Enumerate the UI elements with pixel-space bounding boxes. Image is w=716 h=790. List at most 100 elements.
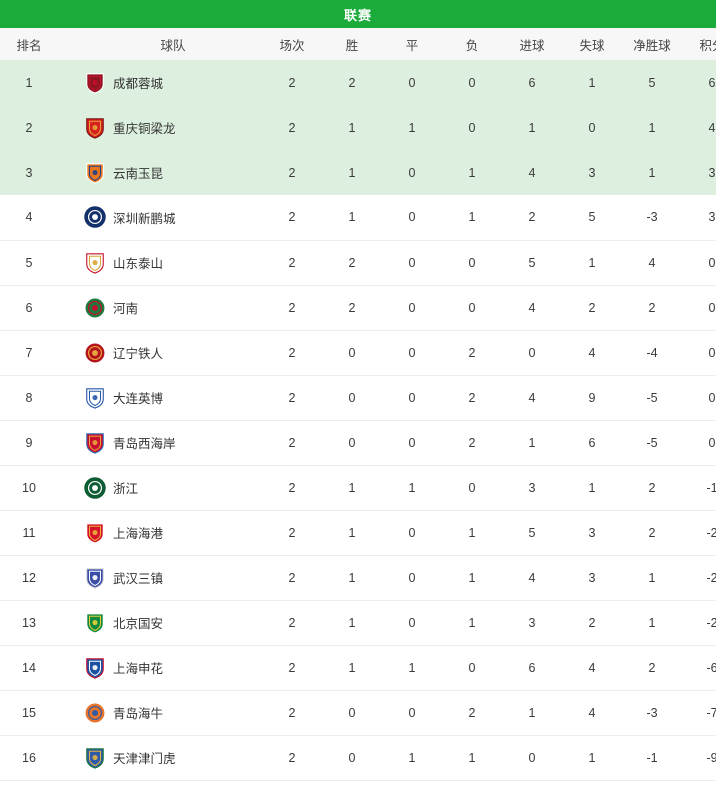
table-row[interactable]: 6 河南 2 2 0 0 4 2 2 0 (0, 285, 716, 330)
cell-draw: 1 (408, 750, 416, 765)
table-row[interactable]: 7 辽宁铁人 2 0 0 2 0 4 -4 0 (0, 330, 716, 375)
cell-goal-diff: -5 (646, 390, 658, 405)
cell-team[interactable]: 青岛西海岸 (58, 420, 262, 465)
cell-goals-for: 1 (528, 435, 536, 450)
cell-played: 2 (288, 345, 296, 360)
cell-points: 0 (708, 435, 716, 450)
cell-played: 2 (288, 255, 296, 270)
cell-team[interactable]: 天津津门虎 (58, 735, 262, 780)
column-header-win[interactable]: 胜 (345, 38, 359, 53)
table-row[interactable]: 10 浙江 2 1 1 0 3 1 2 -1 (0, 465, 716, 510)
cell-rank: 5 (25, 255, 33, 270)
column-header-team[interactable]: 球队 (160, 38, 186, 53)
column-header-goals-against[interactable]: 失球 (579, 38, 605, 53)
team-cell[interactable]: 青岛海牛 (84, 701, 262, 724)
widget-title-bar: 联赛 (0, 0, 716, 28)
team-cell[interactable]: 深圳新鹏城 (84, 206, 262, 228)
cell-win: 0 (348, 750, 356, 765)
table-row[interactable]: 1 成都蓉城 2 2 0 0 6 1 5 6 (0, 60, 716, 105)
column-header-played[interactable]: 场次 (279, 38, 305, 53)
cell-goal-diff: -3 (646, 705, 658, 720)
cell-team[interactable]: 北京国安 (58, 600, 262, 645)
table-row[interactable]: 14 上海申花 2 1 1 0 6 4 2 -6 (0, 645, 716, 690)
cell-rank: 4 (25, 210, 33, 225)
team-cell[interactable]: 青岛西海岸 (84, 432, 262, 454)
cell-team[interactable]: 辽宁铁人 (58, 330, 262, 375)
table-row[interactable]: 8 大连英博 2 0 0 2 4 9 -5 0 (0, 375, 716, 420)
team-cell[interactable]: 辽宁铁人 (84, 341, 262, 364)
table-row[interactable]: 13 北京国安 2 1 0 1 3 2 1 -2 (0, 600, 716, 645)
table-row[interactable]: 16 天津津门虎 2 0 1 1 0 1 -1 -9 (0, 735, 716, 780)
cell-goals-against: 4 (588, 660, 596, 675)
cell-win: 1 (348, 210, 356, 225)
cell-goals-against: 3 (588, 570, 596, 585)
cell-goals-against: 1 (588, 750, 596, 765)
team-cell[interactable]: 北京国安 (84, 612, 262, 634)
cell-goals-against: 3 (588, 165, 596, 180)
table-row[interactable]: 3 云南玉昆 2 1 0 1 4 3 1 3 (0, 150, 716, 195)
team-cell[interactable]: 上海海港 (84, 522, 262, 544)
team-cell[interactable]: 云南玉昆 (84, 162, 262, 184)
cell-played: 2 (288, 75, 296, 90)
cell-points: -9 (706, 750, 716, 765)
crest-chengdu-rongcheng (86, 72, 104, 94)
table-header-row: 排名 球队 场次 胜 平 负 进球 失球 净胜球 积分 (0, 28, 716, 60)
cell-rank: 13 (22, 615, 36, 630)
cell-goals-for: 4 (528, 300, 536, 315)
column-header-goal-diff[interactable]: 净胜球 (633, 38, 671, 53)
team-name: 深圳新鹏城 (113, 211, 176, 226)
cell-goals-against: 5 (588, 210, 596, 225)
team-cell[interactable]: 上海申花 (84, 657, 262, 679)
table-row[interactable]: 11 上海海港 2 1 0 1 5 3 2 -2 (0, 510, 716, 555)
cell-loss: 0 (468, 75, 476, 90)
cell-team[interactable]: 浙江 (58, 465, 262, 510)
cell-win: 1 (348, 615, 356, 630)
table-row[interactable]: 4 深圳新鹏城 2 1 0 1 2 5 -3 3 (0, 195, 716, 240)
crest-yunnan-yukun (86, 162, 104, 184)
cell-team[interactable]: 上海海港 (58, 510, 262, 555)
table-row[interactable]: 5 山东泰山 2 2 0 0 5 1 4 0 (0, 240, 716, 285)
team-cell[interactable]: 重庆铜梁龙 (84, 117, 262, 139)
cell-goal-diff: 1 (648, 615, 656, 630)
cell-team[interactable]: 大连英博 (58, 375, 262, 420)
cell-goal-diff: 5 (648, 75, 656, 90)
crest-zhejiang (84, 476, 106, 499)
cell-team[interactable]: 青岛海牛 (58, 690, 262, 735)
team-cell[interactable]: 成都蓉城 (84, 72, 262, 94)
cell-team[interactable]: 成都蓉城 (58, 60, 262, 105)
column-header-draw[interactable]: 平 (405, 38, 419, 53)
team-cell[interactable]: 大连英博 (84, 387, 262, 409)
column-header-points[interactable]: 积分 (699, 38, 716, 53)
table-row[interactable]: 15 青岛海牛 2 0 0 2 1 4 -3 -7 (0, 690, 716, 735)
cell-team[interactable]: 云南玉昆 (58, 150, 262, 195)
cell-draw: 0 (408, 435, 416, 450)
cell-draw: 0 (408, 345, 416, 360)
cell-team[interactable]: 重庆铜梁龙 (58, 105, 262, 150)
table-row[interactable]: 2 重庆铜梁龙 2 1 1 0 1 0 1 4 (0, 105, 716, 150)
cell-loss: 1 (468, 525, 476, 540)
team-cell[interactable]: 浙江 (84, 476, 262, 499)
team-cell[interactable]: 天津津门虎 (84, 747, 262, 769)
team-cell[interactable]: 山东泰山 (84, 252, 262, 274)
team-cell[interactable]: 河南 (84, 296, 262, 319)
column-header-loss[interactable]: 负 (465, 38, 479, 53)
cell-team[interactable]: 上海申花 (58, 645, 262, 690)
cell-draw: 0 (408, 390, 416, 405)
team-cell[interactable]: 武汉三镇 (84, 567, 262, 589)
cell-team[interactable]: 深圳新鹏城 (58, 195, 262, 240)
cell-goals-against: 9 (588, 390, 596, 405)
cell-goals-for: 1 (528, 120, 536, 135)
crest-dalian-yingbo (86, 387, 104, 409)
cell-team[interactable]: 武汉三镇 (58, 555, 262, 600)
column-header-rank[interactable]: 排名 (16, 38, 42, 53)
cell-points: 6 (708, 75, 716, 90)
cell-team[interactable]: 山东泰山 (58, 240, 262, 285)
cell-win: 2 (348, 300, 356, 315)
table-row[interactable]: 12 武汉三镇 2 1 0 1 4 3 1 -2 (0, 555, 716, 600)
column-header-goals-for[interactable]: 进球 (519, 38, 545, 53)
cell-goal-diff: 2 (648, 480, 656, 495)
cell-points: -2 (706, 570, 716, 585)
cell-team[interactable]: 河南 (58, 285, 262, 330)
team-name: 山东泰山 (113, 257, 164, 271)
table-row[interactable]: 9 青岛西海岸 2 0 0 2 1 6 -5 0 (0, 420, 716, 465)
